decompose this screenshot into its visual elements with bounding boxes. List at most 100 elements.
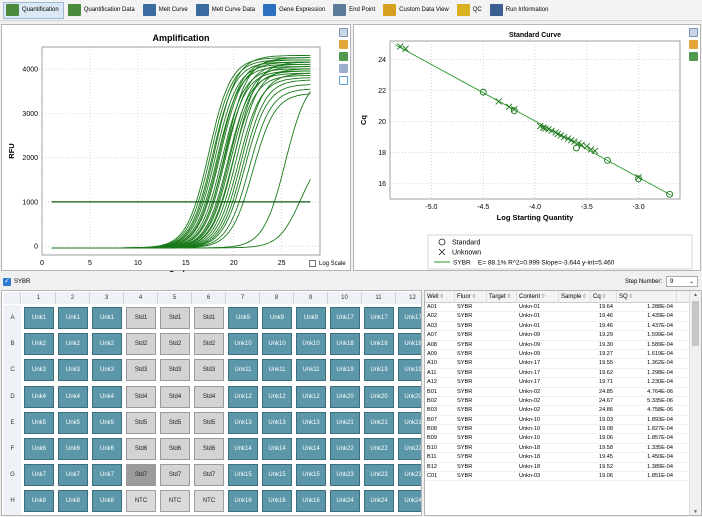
column-header[interactable]: 9 [294, 292, 328, 304]
well-B7[interactable]: Unk10 [228, 333, 258, 356]
well-F5[interactable]: Std6 [160, 438, 190, 460]
row-header[interactable]: D [4, 383, 21, 410]
tab-run-information[interactable]: Run Information [488, 2, 553, 19]
well-E11[interactable]: Unk21 [364, 411, 394, 434]
well-E5[interactable]: Std5 [160, 411, 190, 434]
sort-icon[interactable]: ◊ [600, 294, 606, 300]
column-header[interactable]: 8 [260, 292, 294, 304]
well-A6[interactable]: Std1 [194, 307, 224, 329]
table-row[interactable]: A09 SYBR Unkn-09 19.27 1.619E-04 [425, 350, 689, 360]
well-C9[interactable]: Unk11 [296, 359, 326, 382]
well-H9[interactable]: Unk16 [296, 490, 326, 513]
tab-end-point[interactable]: End Point [331, 2, 379, 19]
well-A9[interactable]: Unk9 [296, 307, 326, 329]
row-header[interactable]: H [4, 488, 21, 515]
column-header-cq[interactable]: Cq ◊ [591, 291, 617, 303]
well-C11[interactable]: Unk19 [364, 359, 394, 382]
table-row[interactable]: B11 SYBR Unkn-18 19.45 1.450E-04 [425, 453, 689, 463]
table-row[interactable]: B12 SYBR Unkn-18 19.52 1.389E-04 [425, 463, 689, 473]
table-row[interactable]: A08 SYBR Unkn-09 19.30 1.589E-04 [425, 341, 689, 350]
table-row[interactable]: A02 SYBR Unkn-01 19.46 1.439E-04 [425, 312, 689, 322]
table-scrollbar[interactable]: ▲ ▼ [689, 291, 701, 515]
display-mode-icon[interactable] [339, 64, 348, 73]
well-D10[interactable]: Unk20 [330, 385, 360, 408]
sybr-checkbox[interactable]: ✓ [3, 278, 11, 286]
well-F1[interactable]: Unk6 [24, 438, 54, 460]
table-row[interactable]: C01 SYBR Unkn-03 19.06 1.851E-04 [425, 472, 689, 482]
tab-gene-expression[interactable]: Gene Expression [261, 2, 329, 19]
well-G11[interactable]: Unk23 [364, 464, 394, 487]
save-image-icon[interactable] [339, 52, 348, 61]
column-header[interactable]: 12 [396, 292, 421, 304]
well-C7[interactable]: Unk11 [228, 359, 258, 382]
well-G12[interactable]: Unk23 [398, 464, 421, 487]
well-D11[interactable]: Unk20 [364, 385, 394, 408]
table-row[interactable]: B02 SYBR Unkn-02 24.67 5.335E-06 [425, 397, 689, 407]
well-A10[interactable]: Unk17 [330, 307, 360, 329]
well-H5[interactable]: NTC [160, 490, 190, 513]
row-header[interactable]: C [4, 357, 21, 384]
well-C1[interactable]: Unk3 [24, 359, 54, 382]
well-E1[interactable]: Unk5 [24, 411, 54, 434]
export-chart-icon[interactable] [689, 40, 698, 49]
well-A5[interactable]: Std1 [160, 307, 190, 329]
well-C3[interactable]: Unk3 [92, 359, 122, 382]
row-header[interactable]: B [4, 331, 21, 358]
scroll-up-icon[interactable]: ▲ [693, 292, 698, 298]
well-C4[interactable]: Std3 [126, 359, 156, 382]
well-A7[interactable]: Unk9 [228, 307, 258, 329]
well-C2[interactable]: Unk3 [58, 359, 88, 382]
column-header-target[interactable]: Target ◊ [487, 291, 517, 303]
well-A4[interactable]: Std1 [126, 307, 156, 329]
plate-corner[interactable] [4, 292, 21, 304]
well-B12[interactable]: Unk18 [398, 333, 421, 356]
amplification-chart[interactable]: Amplification 0 5 10 15 20 25 0 1000 2000 3000 4000… [2, 25, 352, 272]
well-E9[interactable]: Unk13 [296, 411, 326, 434]
well-G8[interactable]: Unk15 [262, 464, 292, 487]
well-F6[interactable]: Std6 [194, 438, 224, 460]
tab-custom-data-view[interactable]: Custom Data View [381, 2, 453, 19]
well-H1[interactable]: Unk8 [24, 490, 54, 513]
sort-icon[interactable]: ◊ [627, 294, 633, 300]
well-A8[interactable]: Unk9 [262, 307, 292, 329]
table-row[interactable]: B10 SYBR Unkn-18 19.58 1.335E-04 [425, 444, 689, 454]
well-E4[interactable]: Std5 [126, 411, 156, 434]
copy-icon[interactable] [689, 28, 698, 37]
well-A2[interactable]: Unk1 [58, 307, 88, 329]
row-header[interactable]: F [4, 436, 21, 463]
well-B8[interactable]: Unk10 [262, 333, 292, 356]
sort-icon[interactable]: ◊ [581, 294, 586, 300]
well-B2[interactable]: Unk2 [58, 333, 88, 356]
well-G1[interactable]: Unk7 [24, 464, 54, 487]
well-E7[interactable]: Unk13 [228, 411, 258, 434]
export-chart-icon[interactable] [339, 40, 348, 49]
well-B1[interactable]: Unk2 [24, 333, 54, 356]
well-F3[interactable]: Unk6 [92, 438, 122, 460]
well-G5[interactable]: Std7 [160, 464, 190, 487]
well-D12[interactable]: Unk20 [398, 385, 421, 408]
well-G7[interactable]: Unk15 [228, 464, 258, 487]
well-B11[interactable]: Unk18 [364, 333, 394, 356]
well-A12[interactable]: Unk17 [398, 307, 421, 329]
well-H2[interactable]: Unk8 [58, 490, 88, 513]
well-C12[interactable]: Unk19 [398, 359, 421, 382]
tab-melt-curve[interactable]: Melt Curve [141, 2, 192, 19]
well-C5[interactable]: Std3 [160, 359, 190, 382]
well-D8[interactable]: Unk12 [262, 385, 292, 408]
well-A3[interactable]: Unk1 [92, 307, 122, 329]
row-header[interactable]: E [4, 409, 21, 436]
table-row[interactable]: B09 SYBR Unkn-10 19.06 1.857E-04 [425, 434, 689, 444]
well-D4[interactable]: Std4 [126, 385, 156, 408]
well-C6[interactable]: Std3 [194, 359, 224, 382]
column-header[interactable]: 5 [158, 292, 192, 304]
scroll-down-icon[interactable]: ▼ [693, 509, 698, 515]
tab-qc[interactable]: QC [455, 2, 486, 19]
scroll-thumb[interactable] [692, 301, 699, 346]
table-row[interactable]: B01 SYBR Unkn-02 24.85 4.764E-06 [425, 388, 689, 397]
table-row[interactable]: A12 SYBR Unkn-17 19.71 1.230E-04 [425, 378, 689, 388]
well-C8[interactable]: Unk11 [262, 359, 292, 382]
table-row[interactable]: B03 SYBR Unkn-02 24.86 4.758E-06 [425, 406, 689, 416]
column-header[interactable]: 3 [90, 292, 124, 304]
well-B5[interactable]: Std2 [160, 333, 190, 356]
save-image-icon[interactable] [689, 52, 698, 61]
